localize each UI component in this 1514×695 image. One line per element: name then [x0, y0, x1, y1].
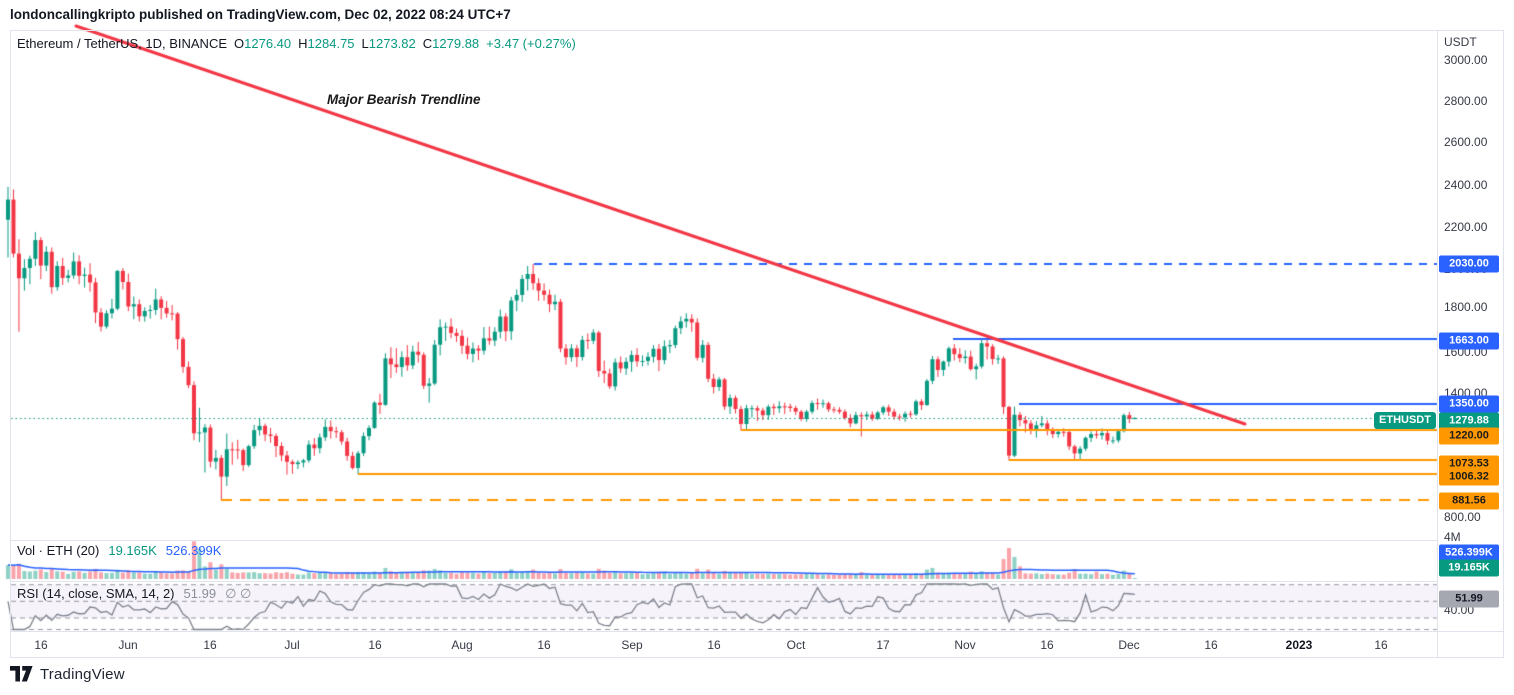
volume-label: Vol · ETH (20) [17, 543, 100, 558]
rsi-value: 51.99 [183, 586, 217, 601]
chart-left-border [10, 30, 11, 658]
y-axis-tick: 3000.00 [1444, 53, 1488, 67]
x-axis-tick: 16 [1040, 638, 1054, 652]
trendline-annotation[interactable]: Major Bearish Trendline [327, 92, 481, 107]
tradingview-logo-text: TradingView [40, 666, 125, 683]
y-axis-tick: 4M [1444, 530, 1461, 544]
price-badge: 881.56 [1439, 492, 1499, 510]
ohlc-change: +3.47 (+0.27%) [486, 36, 576, 51]
price-badge: 1663.00 [1439, 332, 1499, 350]
tradingview-logo[interactable]: TradingView [10, 666, 125, 683]
x-axis-tick: 16 [707, 638, 721, 652]
ohlc-open: O 1276.40 [234, 36, 292, 51]
x-axis-tick: 17 [876, 638, 890, 652]
volume-ma-value: 526.399K [165, 543, 222, 558]
x-axis-tick: Sep [621, 638, 643, 652]
rsi-hidden-values: ∅ ∅ [225, 586, 252, 601]
symbol-legend[interactable]: Ethereum / TetherUS, 1D, BINANCE O 1276.4… [17, 36, 576, 51]
price-volume-separator[interactable] [10, 540, 1437, 541]
price-badge: 51.99 [1439, 590, 1499, 608]
x-axis-tick: 16 [34, 638, 48, 652]
price-badge: 2030.00 [1439, 255, 1499, 273]
x-axis-tick: Aug [451, 638, 473, 652]
price-badge: 526.399K [1439, 544, 1499, 562]
price-badge: 1220.00 [1439, 427, 1499, 445]
x-axis-tick: Jul [284, 638, 300, 652]
price-badge: 1006.32 [1439, 468, 1499, 486]
attribution-text: londoncallingkripto published on Trading… [10, 7, 511, 22]
y-axis-tick: 1800.00 [1444, 300, 1488, 314]
x-axis-tick: 16 [1374, 638, 1388, 652]
x-axis-tick: 2023 [1285, 638, 1313, 652]
x-axis-tick: Nov [954, 638, 976, 652]
rsi-label: RSI (14, close, SMA, 14, 2) [17, 586, 175, 601]
tradingview-logo-icon [10, 666, 33, 682]
price-badge: 1279.88 [1439, 412, 1499, 430]
y-axis-tick: 2400.00 [1444, 178, 1488, 192]
y-axis-tick: 2600.00 [1444, 135, 1488, 149]
rsi-legend[interactable]: RSI (14, close, SMA, 14, 2) 51.99 ∅ ∅ [17, 586, 251, 602]
price-badge: 1073.53 [1439, 455, 1499, 473]
right-edge-border [1503, 30, 1504, 658]
x-axis-tick: 16 [1204, 638, 1218, 652]
chart-bottom-border [10, 657, 1504, 658]
ohlc-high: H 1284.75 [298, 36, 355, 51]
rsi-axis-separator [10, 631, 1504, 632]
y-axis-tick: 2800.00 [1444, 94, 1488, 108]
x-axis-tick: Oct [786, 638, 806, 652]
volume-legend[interactable]: Vol · ETH (20) 19.165K 526.399K [17, 543, 221, 558]
y-axis-tick: 800.00 [1444, 510, 1481, 524]
price-scale-separator [1437, 30, 1438, 658]
x-axis-tick: 16 [203, 638, 217, 652]
y-axis-tick: 2200.00 [1444, 220, 1488, 234]
x-axis-tick: Dec [1118, 638, 1140, 652]
ohlc-close: C 1279.88 [422, 36, 480, 51]
x-axis-tick: Jun [118, 638, 138, 652]
y-axis-tick: USDT [1444, 35, 1477, 49]
volume-rsi-separator[interactable] [10, 581, 1437, 582]
ohlc-low: L 1273.82 [361, 36, 416, 51]
x-axis-tick: 16 [537, 638, 551, 652]
chart-top-border [10, 30, 1504, 31]
price-badge: 1350.00 [1439, 395, 1499, 413]
volume-current-value: 19.165K [108, 543, 157, 558]
price-badge: 19.165K [1439, 559, 1499, 577]
symbol-title: Ethereum / TetherUS, 1D, BINANCE [17, 36, 228, 51]
x-axis-tick: 16 [368, 638, 382, 652]
price-line-symbol-badge: ETHUSDT [1374, 412, 1436, 429]
